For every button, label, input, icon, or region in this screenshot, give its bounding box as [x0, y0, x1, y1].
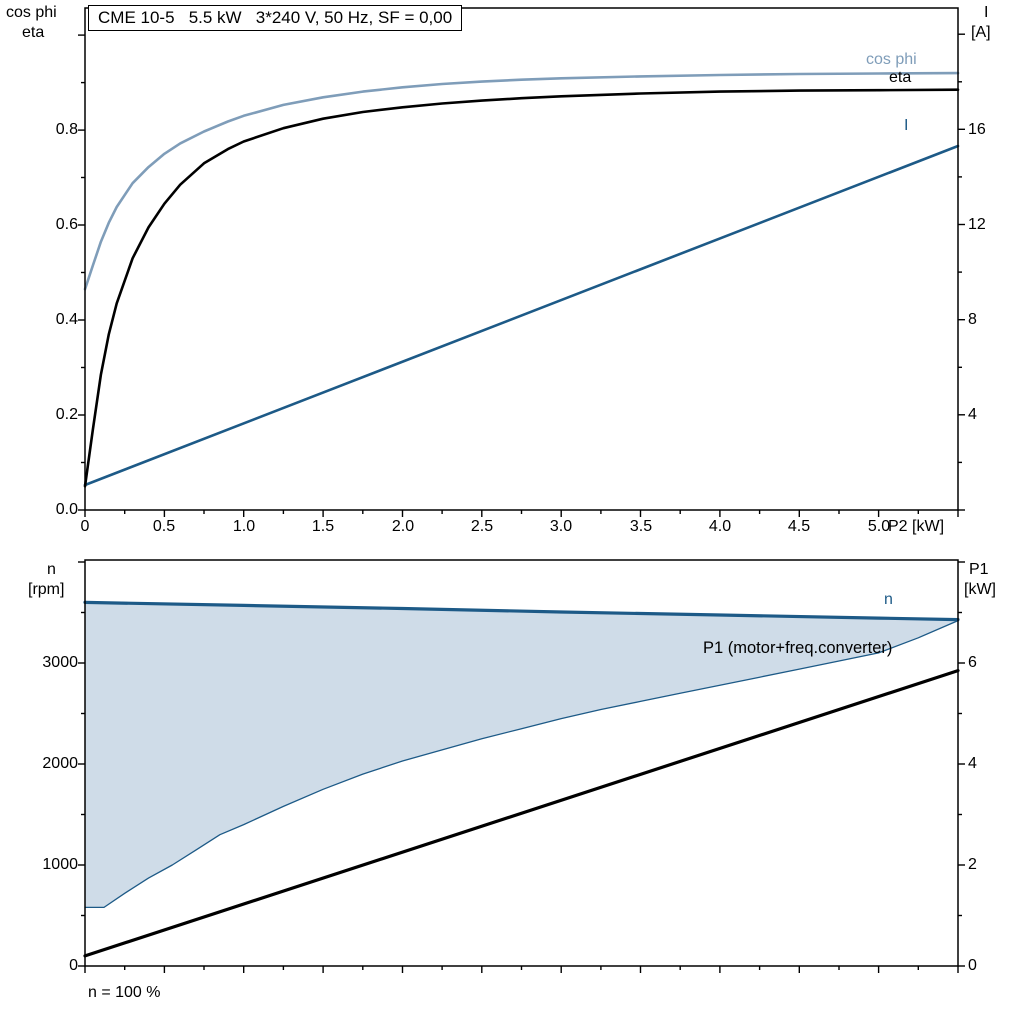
bottom-left-axis-title-unit-rpm: [rpm]: [28, 581, 65, 598]
y-tick-label: 0: [69, 957, 78, 974]
i-curve: [83, 144, 960, 487]
p1-motor-freq-converter-curve: [83, 668, 960, 958]
curve-label-eta: eta: [889, 69, 912, 86]
axis-ticks: [78, 33, 965, 517]
top-chart-plot: [78, 7, 965, 517]
plot-frame: [84, 7, 959, 511]
speed-range-min-curve: [84, 619, 959, 909]
speed-range-fill: [85, 602, 958, 908]
x-tick-label: 4.0: [708, 518, 732, 535]
x-tick-label: 0.5: [152, 518, 176, 535]
y-tick-label: 0.2: [55, 406, 78, 423]
footer-speed-label: n = 100 %: [88, 984, 161, 1001]
bottom-chart-plot: [78, 559, 965, 973]
x-tick-label: 2.0: [391, 518, 415, 535]
n-curve: [83, 600, 960, 622]
top-left-axis-title-eta: eta: [22, 24, 45, 41]
plot-frame: [84, 559, 959, 967]
x-tick-label: 1.5: [311, 518, 335, 535]
y-tick-label: 3000: [42, 654, 78, 671]
bottom-right-axis-title-unit-kw: [kW]: [964, 581, 996, 598]
x-tick-label: 0: [80, 518, 90, 535]
curve-label-n: n: [884, 591, 893, 608]
eta-curve: [83, 88, 960, 488]
y-tick-label: 6: [968, 654, 977, 671]
x-axis-title-p2: P2 [kW]: [888, 518, 945, 535]
y-tick-label: 0.6: [55, 216, 78, 233]
y-tick-label: 4: [968, 406, 977, 423]
curve-label-cos-phi: cos phi: [866, 51, 917, 68]
y-tick-label: 4: [968, 755, 977, 772]
chart-title: CME 10-5 5.5 kW 3*240 V, 50 Hz, SF = 0,0…: [88, 5, 463, 31]
y-tick-label: 12: [968, 216, 986, 233]
curve-label-p1: P1 (motor+freq.converter): [703, 639, 893, 657]
cos-phi-curve: [83, 71, 960, 291]
y-tick-label: 2000: [42, 755, 78, 772]
top-right-axis-title-i: I: [984, 4, 989, 21]
x-tick-label: 4.5: [787, 518, 811, 535]
y-tick-label: 2: [968, 856, 977, 873]
bottom-right-axis-title-p1: P1: [969, 561, 989, 578]
x-tick-label: 5.0: [867, 518, 891, 535]
y-tick-label: 0.8: [55, 121, 78, 138]
curve-label-current: I: [904, 117, 909, 134]
x-tick-label: 2.5: [470, 518, 494, 535]
y-tick-label: 0: [968, 957, 977, 974]
y-tick-label: 16: [968, 121, 986, 138]
x-tick-label: 1.0: [232, 518, 256, 535]
y-tick-label: 8: [968, 311, 977, 328]
y-tick-label: 0.0: [55, 501, 78, 518]
y-tick-label: 1000: [42, 856, 78, 873]
x-tick-label: 3.0: [549, 518, 573, 535]
bottom-left-axis-title-n: n: [47, 561, 56, 578]
x-tick-label: 3.5: [629, 518, 653, 535]
top-right-axis-title-unit-a: [A]: [971, 24, 991, 41]
y-tick-label: 0.4: [55, 311, 78, 328]
top-left-axis-title-cos-phi: cos phi: [6, 4, 57, 21]
